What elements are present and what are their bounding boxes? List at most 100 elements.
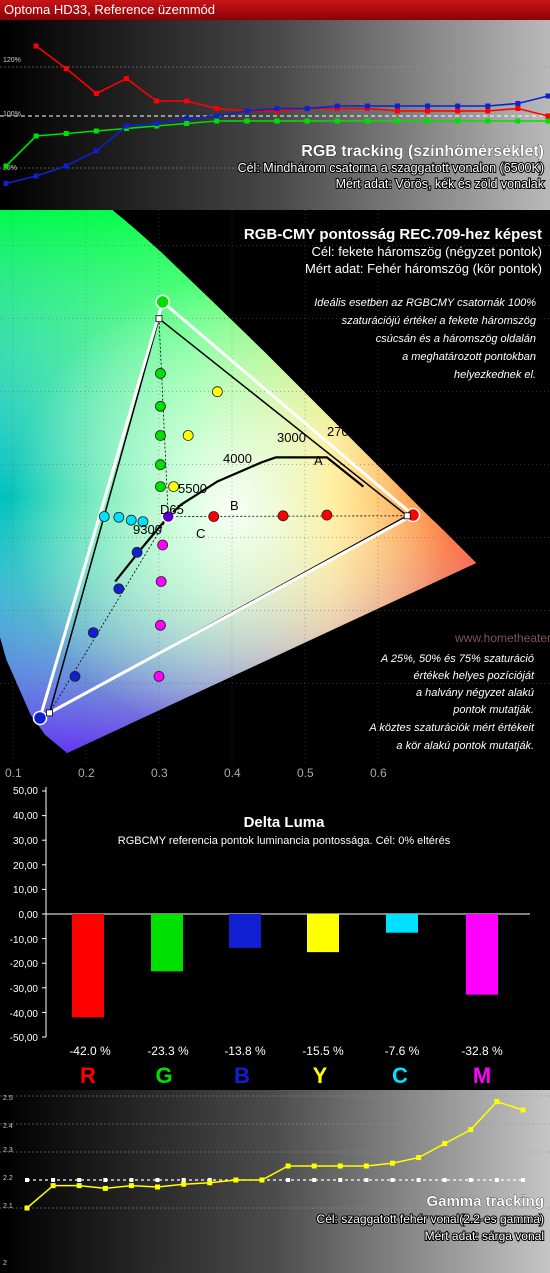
measured-point-g [155, 430, 166, 441]
rgb-series-point [3, 181, 9, 186]
gamma-target-point [25, 1178, 29, 1182]
luma-ytick: 20,00 [13, 861, 38, 872]
cct-4000-label: 4000 [223, 451, 252, 466]
note-line: a halvány négyzet alakú [416, 687, 534, 699]
gamma-measured-point [494, 1099, 500, 1105]
gamut-xtick: 0.6 [370, 766, 387, 780]
rgb-ytick-80: 80% [3, 165, 17, 172]
gamut-xtick: 0.3 [151, 766, 168, 780]
rgb-series-point [214, 113, 220, 119]
measured-point-m [155, 576, 167, 587]
rgb-series-point [244, 118, 250, 124]
cct-2700-label: 2700 [327, 424, 356, 439]
gamma-ytick: 2 [3, 1260, 7, 1267]
gamma-measured-point [128, 1183, 134, 1189]
rgb-grid [0, 66, 550, 169]
gamut-xtick: 0.5 [297, 766, 314, 780]
gamma-ytick: 2.1 [3, 1203, 13, 1210]
rgb-ytick-120: 120% [3, 57, 21, 64]
rgb-series-point [545, 93, 550, 99]
gamut-title: RGB-CMY pontosság REC.709-hez képest [244, 226, 542, 243]
gamut-measured: Mért adat: Fehér háromszög (kör pontok) [305, 261, 542, 276]
rgb-series-point [515, 106, 521, 111]
rgb-series-point [394, 108, 400, 114]
rgb-series-point [33, 133, 39, 139]
rgb-series-point [425, 108, 431, 114]
note-line: a meghatározott pontokban [402, 351, 536, 363]
rgb-series-point [545, 113, 550, 119]
gamut-xtick: 0.4 [224, 766, 241, 780]
rgb-series-point [123, 123, 129, 129]
rgb-tracking-measured: Mért adat: Vörös, kék és zöld vonalak [336, 177, 545, 191]
gamut-xtick: 0.1 [5, 766, 22, 780]
rgb-series-point [63, 66, 69, 71]
luma-value-r: -42.0 % [69, 1044, 111, 1058]
gamma-target-point [181, 1178, 186, 1182]
luma-bar-y [307, 914, 339, 953]
luma-value-g: -23.3 % [147, 1044, 189, 1058]
gamma-ytick: 2.5 [3, 1095, 13, 1102]
luma-value-m: -32.8 % [461, 1044, 503, 1058]
cct-d65-label: D65 [160, 502, 184, 517]
measured-primary-point [155, 294, 170, 310]
rgb-series-point [33, 173, 39, 179]
measured-point-c [98, 511, 110, 522]
gamma-measured: Mért adat: sárga vonal [425, 1229, 544, 1243]
gamma-target-point [338, 1178, 343, 1182]
gamma-y-ticks: 2.5 2.4 2.3 2.2 2.1 2 [3, 1095, 13, 1267]
rgb-series-point [455, 103, 461, 109]
measured-point-g [155, 400, 166, 412]
measured-point-y [168, 481, 179, 492]
gamma-measured-point [155, 1184, 161, 1190]
luma-bar-c [386, 914, 418, 933]
gamut-xtick: 0.2 [78, 766, 95, 780]
gamma-target-point [77, 1178, 82, 1182]
luma-category-letters: R G B Y C M [80, 1063, 491, 1088]
luma-letter-c: C [392, 1063, 408, 1088]
luma-bars [72, 914, 498, 1018]
measured-point-c [113, 511, 125, 523]
gamma-series-group [24, 1099, 526, 1211]
luma-value-b: -13.8 % [224, 1044, 266, 1058]
gamma-measured-point [468, 1127, 474, 1133]
gamma-measured-point [337, 1163, 343, 1169]
white-point [161, 509, 176, 524]
measured-point-r [321, 509, 333, 521]
rgb-series-point [63, 163, 69, 169]
rgb-series-point [425, 118, 431, 124]
measured-point-m [155, 619, 166, 631]
rgb-series-point [3, 163, 9, 169]
gamma-title: Gamma tracking [426, 1193, 544, 1210]
gamma-measured-point [520, 1107, 526, 1113]
rgb-series-point [274, 106, 280, 111]
luma-title: Delta Luma [244, 814, 326, 831]
measured-point-y [211, 386, 223, 398]
rgb-series-point [515, 101, 521, 106]
gamma-measured-point [24, 1205, 30, 1211]
rgb-series-point [244, 108, 250, 114]
measured-point-r [208, 511, 220, 522]
gamma-measured-point [233, 1177, 239, 1183]
measured-primary-point [32, 710, 48, 726]
measured-point-g [155, 368, 166, 379]
gamma-measured-point [259, 1177, 265, 1183]
rgb-series-point [123, 76, 129, 81]
luma-letter-g: G [155, 1063, 172, 1088]
gamma-target-point [416, 1178, 421, 1182]
rgb-series-point [394, 118, 400, 124]
point-b-label: B [230, 498, 239, 513]
rgb-series-point [364, 103, 370, 109]
note-line: értékek helyes pozícióját [414, 670, 535, 682]
gamut-x-ticks: 0.1 0.2 0.3 0.4 0.5 0.6 [5, 766, 387, 780]
luma-value-labels: -42.0 % -23.3 % -13.8 % -15.5 % -7.6 % -… [69, 1044, 503, 1058]
measured-point-c [125, 514, 137, 526]
gamut-note-saturation: A 25%, 50% és 75% szaturáció értékek hel… [367, 652, 535, 753]
note-line: pontok mutatják. [452, 704, 534, 716]
rgb-series-point [93, 91, 99, 96]
rgb-series-point [455, 108, 461, 114]
rgb-series-point [515, 118, 521, 124]
measured-point-y [182, 430, 194, 441]
rgb-tracking-target: Cél: Mindhárom csatorna a szaggatott von… [238, 161, 544, 175]
luma-ytick: -50,00 [10, 1033, 39, 1044]
rgb-series-point [545, 118, 550, 124]
